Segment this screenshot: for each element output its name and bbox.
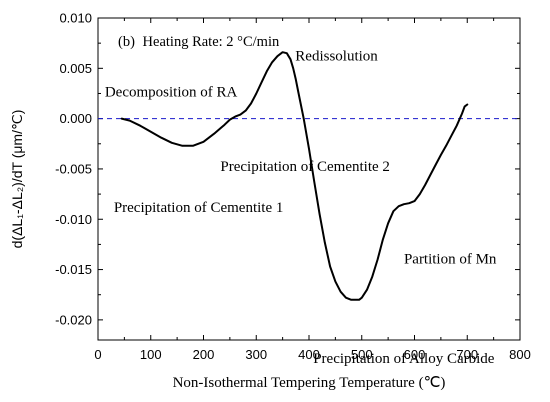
series-group xyxy=(120,51,469,301)
y-tick-label: 0.000 xyxy=(59,111,92,126)
x-tick-label: 100 xyxy=(140,347,162,362)
x-tick-label: 500 xyxy=(351,347,373,362)
annotation-alloy-carbide: Precipitation of Alloy Carbide xyxy=(313,351,495,367)
y-tick-label: 0.005 xyxy=(59,61,92,76)
y-tick-label: -0.015 xyxy=(55,262,92,277)
x-tick-label: 800 xyxy=(509,347,531,362)
y-tick-label: 0.010 xyxy=(59,11,92,26)
annotation-cementite-2: Precipitation of Cementite 2 xyxy=(220,159,390,175)
y-tick-label: -0.020 xyxy=(55,312,92,327)
annotations-group: Decomposition of RA Redissolution Precipit… xyxy=(105,48,497,367)
y-axis: -0.020 -0.015 -0.010 -0.005 0.000 0.005 0.010 xyxy=(55,11,520,327)
x-axis: 0 100 200 300 400 500 600 700 800 xyxy=(94,18,531,362)
x-tick-label: 600 xyxy=(404,347,426,362)
x-tick-label: 400 xyxy=(298,347,320,362)
y-tick-label: -0.005 xyxy=(55,161,92,176)
x-tick-label: 300 xyxy=(245,347,267,362)
annotation-decomposition: Decomposition of RA xyxy=(105,84,238,100)
plot-frame xyxy=(97,17,521,341)
y-axis-title: d(ΔL₁-ΔL₂)/dT (μm/℃) xyxy=(9,110,25,249)
annotation-partition-mn: Partition of Mn xyxy=(404,252,497,268)
x-axis-title: Non-Isothermal Tempering Temperature (℃) xyxy=(173,375,446,391)
annotation-redissolution: Redissolution xyxy=(295,48,378,64)
y-tick-label: -0.010 xyxy=(55,212,92,227)
series-line xyxy=(120,51,469,301)
x-tick-label: 200 xyxy=(193,347,215,362)
panel-label: (b) Heating Rate: 2 °C/min xyxy=(118,34,280,50)
x-tick-label: 0 xyxy=(94,347,101,362)
x-tick-label: 700 xyxy=(456,347,478,362)
annotation-cementite-1: Precipitation of Cementite 1 xyxy=(114,200,284,216)
